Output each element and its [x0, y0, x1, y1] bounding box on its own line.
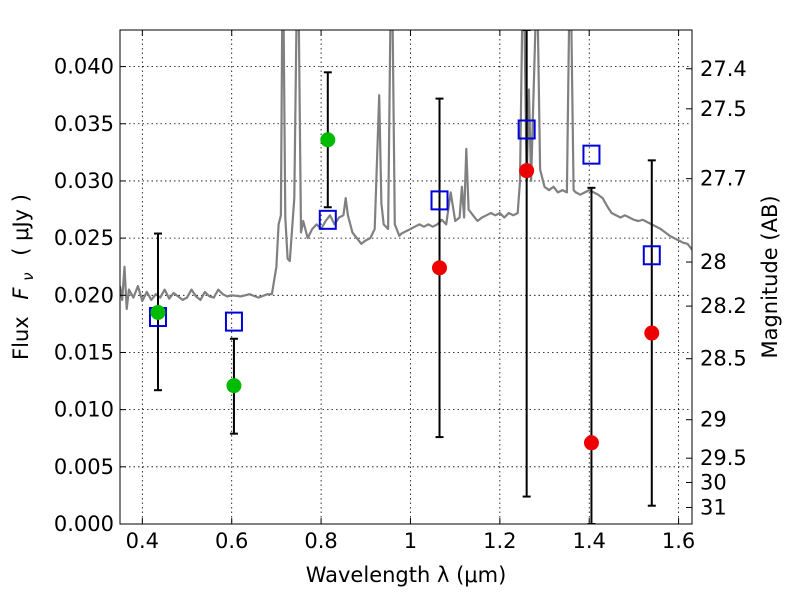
model-flux-box	[224, 311, 243, 332]
y-tick-label: 0.020	[54, 283, 114, 307]
x-tick-label: 1.6	[662, 529, 695, 553]
magnitude-tick-label: 28	[700, 250, 727, 274]
model-flux-box	[430, 190, 449, 211]
magnitude-tick-label: 29.5	[700, 446, 747, 470]
y-tick-label: 0.030	[54, 169, 114, 193]
x-tick-label: 0.4	[126, 529, 159, 553]
magnitude-tick-label: 30	[700, 470, 727, 494]
y-axis-label-units: ( μJy )	[9, 194, 33, 256]
y-axis-label-subscript: ν	[19, 272, 37, 280]
y-axis-label-symbol: F	[9, 287, 33, 300]
model-flux-box	[517, 119, 536, 140]
red-photometry-point	[583, 435, 599, 451]
x-tick-label: 1	[404, 529, 417, 553]
tick-labels: 0.4 0.6 0.8 1 1.2 1.4 1.6 0.000 0.005 0.010 0.015 0…	[54, 55, 747, 553]
green-photometry-point	[226, 378, 242, 394]
model-flux-box	[582, 144, 601, 165]
x-axis-label: Wavelength λ (μm)	[306, 563, 507, 587]
y-tick-label: 0.010	[54, 398, 114, 422]
model-flux-boxes	[148, 119, 661, 332]
red-photometry-point	[644, 325, 660, 341]
photometry-points	[150, 132, 660, 451]
magnitude-tick-label: 29	[700, 408, 727, 432]
green-photometry-point	[320, 132, 336, 148]
red-photometry-point	[432, 260, 448, 276]
magnitude-tick-label: 27.4	[700, 57, 747, 81]
y-tick-label: 0.005	[54, 455, 114, 479]
magnitude-tick-label: 27.7	[700, 167, 747, 191]
grid-lines	[120, 30, 692, 524]
magnitude-tick-label: 28.5	[700, 347, 747, 371]
magnitude-tick-label: 28.2	[700, 294, 747, 318]
error-bars	[153, 30, 656, 524]
y-axis-label: Flux F ν ( μJy )	[9, 194, 38, 360]
model-flux-box	[642, 245, 661, 266]
y-tick-label: 0.040	[54, 55, 114, 79]
plot-frame	[119, 29, 693, 525]
x-tick-label: 0.6	[215, 529, 248, 553]
red-photometry-point	[519, 163, 535, 179]
x-tick-label: 1.4	[573, 529, 606, 553]
axis-ticks	[120, 30, 692, 525]
y-axis-label-text: Flux F ν ( μJy )	[9, 194, 38, 360]
magnitude-tick-label: 31	[700, 495, 727, 519]
green-photometry-point	[150, 304, 166, 320]
model-flux-box	[318, 209, 337, 230]
x-tick-label: 0.8	[304, 529, 337, 553]
y-tick-label: 0.000	[54, 512, 114, 536]
right-axis-label: Magnitude (AB)	[758, 195, 782, 358]
x-tick-label: 1.2	[483, 529, 516, 553]
y-axis-label-word: Flux	[9, 316, 33, 360]
magnitude-tick-label: 27.5	[700, 97, 747, 121]
spectrum-line	[120, 30, 692, 311]
y-tick-label: 0.035	[54, 112, 114, 136]
spectrum-layer	[120, 30, 692, 311]
y-tick-label: 0.015	[54, 340, 114, 364]
y-tick-label: 0.025	[54, 226, 114, 250]
